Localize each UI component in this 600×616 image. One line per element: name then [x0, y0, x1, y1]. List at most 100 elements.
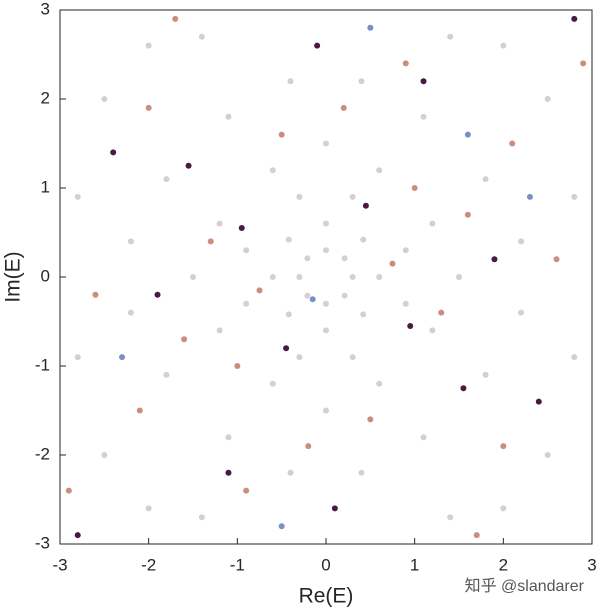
point: [429, 327, 436, 334]
watermark: 知乎 @slandarer: [465, 577, 585, 595]
point: [473, 532, 480, 539]
point: [269, 380, 276, 387]
point: [367, 24, 374, 31]
point: [296, 274, 303, 280]
point: [136, 407, 143, 414]
point: [429, 220, 436, 227]
point: [323, 407, 329, 414]
point: [304, 292, 311, 299]
point: [278, 523, 285, 530]
point: [420, 434, 427, 441]
point: [331, 505, 338, 512]
point: [256, 287, 263, 294]
point: [145, 42, 152, 49]
point: [535, 398, 542, 405]
point: [225, 434, 232, 441]
point: [172, 15, 179, 22]
point: [438, 309, 445, 316]
point: [101, 452, 108, 458]
y-tick-label: -1: [35, 355, 50, 374]
point: [420, 113, 427, 120]
x-axis-label: Re(E): [299, 585, 354, 608]
point: [278, 131, 285, 138]
point: [181, 336, 188, 343]
y-tick-label: 0: [41, 266, 50, 285]
point: [367, 416, 374, 423]
point: [376, 167, 383, 174]
point: [349, 274, 356, 280]
point: [234, 363, 241, 369]
point: [145, 104, 152, 111]
point: [127, 309, 134, 316]
point: [285, 236, 292, 243]
y-tick-label: 3: [41, 0, 50, 18]
point: [464, 211, 471, 218]
point: [74, 193, 81, 200]
point: [509, 140, 516, 147]
point: [74, 354, 81, 361]
point: [358, 469, 365, 476]
point: [341, 292, 348, 299]
point: [304, 255, 311, 262]
point: [456, 274, 462, 280]
point: [269, 274, 276, 280]
point: [526, 193, 533, 200]
y-axis-label: Im(E): [2, 251, 25, 302]
point: [207, 238, 214, 245]
y-tick-label: -2: [35, 444, 50, 463]
x-tick-label: -2: [141, 555, 156, 574]
point: [225, 113, 232, 120]
point: [500, 443, 507, 450]
point: [571, 15, 578, 22]
point: [287, 78, 294, 85]
y-tick-label: 1: [41, 177, 50, 196]
point: [127, 238, 134, 245]
point: [283, 345, 290, 352]
point: [296, 193, 303, 200]
point: [360, 236, 367, 243]
point: [243, 247, 250, 254]
point: [74, 532, 81, 539]
point: [376, 274, 383, 280]
x-tick-label: 0: [321, 555, 330, 574]
point: [163, 371, 170, 378]
point: [119, 354, 126, 361]
point: [154, 291, 161, 298]
point: [349, 354, 356, 361]
point: [185, 162, 192, 169]
x-tick-label: 3: [587, 555, 596, 574]
point: [341, 255, 348, 262]
point: [323, 300, 329, 307]
point: [110, 149, 117, 156]
point: [305, 443, 312, 450]
x-tick-label: -3: [52, 555, 67, 574]
point: [285, 311, 292, 318]
point: [216, 327, 223, 334]
y-tick-label: -3: [35, 533, 50, 552]
point: [571, 354, 578, 361]
point: [402, 60, 409, 67]
point: [402, 247, 409, 254]
point: [460, 385, 467, 392]
point: [296, 354, 303, 361]
point: [65, 487, 72, 494]
point: [407, 322, 414, 329]
point: [101, 96, 108, 102]
point: [358, 78, 365, 85]
point: [518, 238, 525, 245]
point: [243, 300, 250, 307]
point: [500, 505, 507, 512]
point: [314, 42, 321, 49]
point: [360, 311, 367, 318]
point: [309, 296, 316, 303]
point: [420, 78, 427, 85]
point: [411, 185, 418, 191]
point: [163, 176, 170, 183]
point: [92, 291, 99, 298]
point: [362, 202, 369, 209]
point: [482, 176, 489, 183]
point: [464, 131, 471, 138]
point: [491, 256, 498, 263]
point: [287, 469, 294, 476]
